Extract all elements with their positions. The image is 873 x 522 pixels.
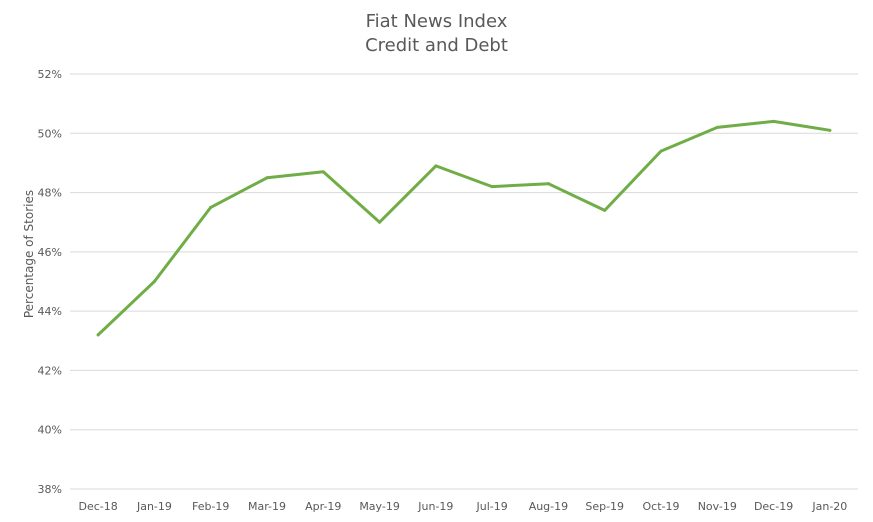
data-point — [209, 205, 213, 209]
x-tick-label: Jun-19 — [417, 500, 453, 513]
y-tick-label: 44% — [38, 305, 62, 318]
data-point — [603, 208, 607, 212]
x-tick-label: May-19 — [359, 500, 400, 513]
series-line — [96, 119, 832, 337]
data-point — [659, 149, 663, 153]
data-point — [434, 164, 438, 168]
y-axis-ticks: 38% 40% 42% 44% 46% 48% 50% 52% — [38, 68, 62, 496]
data-point — [715, 125, 719, 129]
data-point — [828, 128, 832, 132]
x-tick-label: Nov-19 — [698, 500, 737, 513]
chart-title: Fiat News Index — [365, 11, 508, 32]
x-tick-label: Oct-19 — [643, 500, 680, 513]
x-tick-label: Dec-18 — [79, 500, 118, 513]
data-point — [772, 119, 776, 123]
y-tick-label: 50% — [38, 127, 62, 140]
y-tick-label: 46% — [38, 246, 62, 259]
y-tick-label: 38% — [38, 483, 62, 496]
data-point — [96, 333, 100, 337]
data-point — [490, 185, 494, 189]
x-tick-label: Jul-19 — [476, 500, 508, 513]
x-tick-label: Feb-19 — [192, 500, 229, 513]
data-point — [546, 182, 550, 186]
data-point — [378, 220, 382, 224]
x-axis-ticks: Dec-18 Jan-19 Feb-19 Mar-19 Apr-19 May-19 Jun-… — [79, 500, 848, 513]
x-tick-label: Jan-20 — [811, 500, 847, 513]
x-tick-label: Jan-19 — [136, 500, 172, 513]
chart-subtitle: Credit and Debt — [365, 35, 508, 56]
x-tick-label: Dec-19 — [754, 500, 793, 513]
gridlines — [70, 73, 858, 490]
x-tick-label: Sep-19 — [585, 500, 624, 513]
x-tick-label: Aug-19 — [529, 500, 568, 513]
x-tick-label: Mar-19 — [248, 500, 286, 513]
y-tick-label: 48% — [38, 187, 62, 200]
y-tick-label: 42% — [38, 364, 62, 377]
y-axis-title: Percentage of Stories — [22, 190, 36, 318]
x-tick-label: Apr-19 — [305, 500, 341, 513]
y-tick-label: 52% — [38, 68, 62, 81]
data-point — [321, 170, 325, 174]
data-point — [152, 280, 156, 283]
series-layer — [96, 119, 832, 337]
data-point — [265, 176, 269, 180]
y-tick-label: 40% — [38, 424, 62, 437]
